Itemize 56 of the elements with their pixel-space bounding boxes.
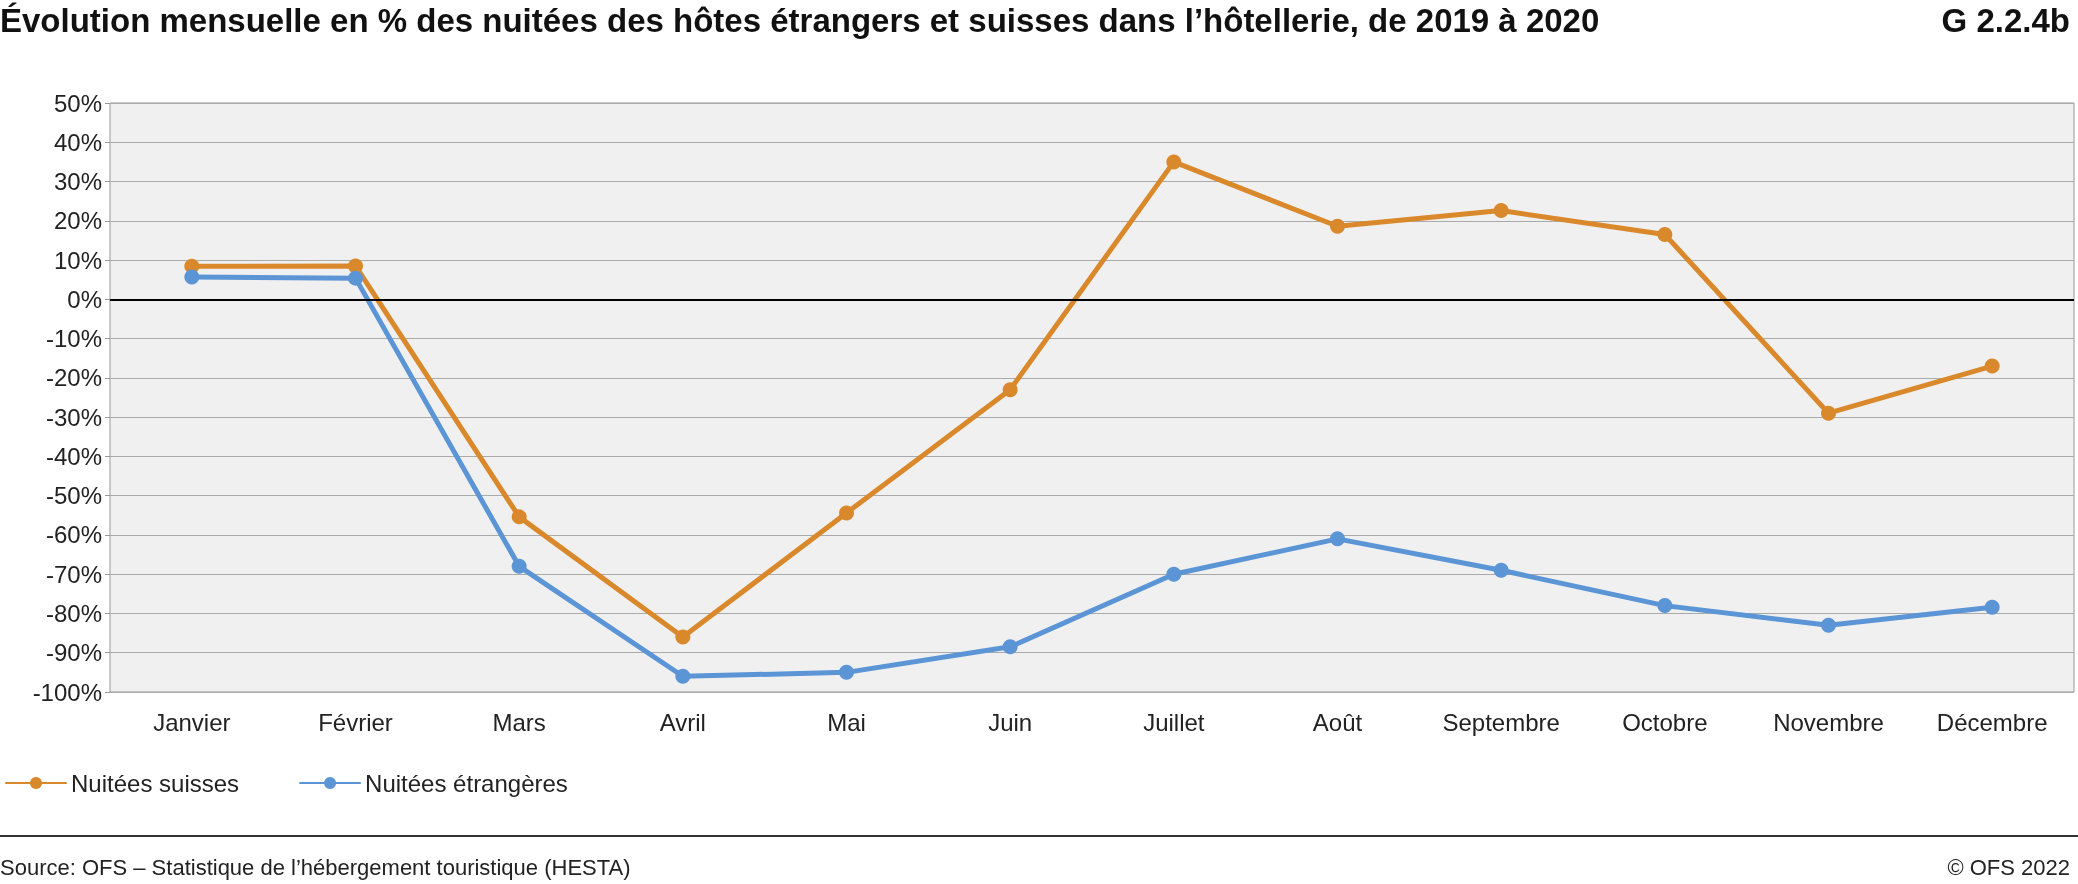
point xyxy=(1821,405,1836,421)
y-tick-label: -30% xyxy=(45,403,102,431)
y-tick-label: 10% xyxy=(53,246,102,274)
y-tick-label: -80% xyxy=(45,599,102,627)
point xyxy=(1002,382,1018,398)
point xyxy=(839,664,854,680)
y-tick-label: -90% xyxy=(45,639,102,667)
x-tick-label: Janvier xyxy=(153,708,231,736)
x-tick-label: Avril xyxy=(659,708,706,736)
point xyxy=(184,269,200,285)
text: © OFS 2022 xyxy=(1947,854,2071,880)
x-tick-label: Décembre xyxy=(1936,708,2048,736)
legend-label: Nuitées suisses xyxy=(71,769,240,797)
y-tick-label: -60% xyxy=(45,521,102,549)
point xyxy=(511,558,527,574)
point xyxy=(1493,203,1509,219)
point xyxy=(511,509,527,525)
y-tick-label: 50% xyxy=(53,89,102,117)
y-tick-label: -10% xyxy=(45,325,102,353)
point xyxy=(675,668,691,684)
x-tick-label: Septembre xyxy=(1442,708,1560,736)
legend-label: Nuitées étrangères xyxy=(365,769,568,797)
point xyxy=(1657,227,1673,243)
point xyxy=(1166,566,1182,582)
point xyxy=(1984,358,2000,374)
point xyxy=(1330,531,1345,547)
point xyxy=(1166,154,1182,170)
point xyxy=(675,629,691,645)
point xyxy=(1821,617,1836,633)
chart-subtitle: G 2.2.4b xyxy=(1941,2,2070,39)
y-tick-label: -40% xyxy=(45,442,102,470)
x-tick-label: Mars xyxy=(492,708,546,736)
y-tick-label: -70% xyxy=(45,560,102,588)
x-tick-label: Février xyxy=(318,708,393,736)
point xyxy=(839,505,854,521)
point xyxy=(1330,218,1345,234)
x-tick-label: Octobre xyxy=(1622,708,1708,736)
y-tick-label: -50% xyxy=(45,482,102,510)
x-tick-label: Juillet xyxy=(1143,708,1205,736)
point xyxy=(1657,598,1673,614)
x-tick-label: Juin xyxy=(988,708,1033,736)
x-tick-label: Novembre xyxy=(1773,708,1884,736)
point xyxy=(1984,599,2000,615)
point xyxy=(1493,562,1509,578)
point xyxy=(348,270,363,286)
y-tick-label: 0% xyxy=(67,285,102,313)
y-tick-label: 30% xyxy=(53,168,102,196)
y-tick-label: -100% xyxy=(32,678,102,706)
chart-title: Évolution mensuelle en % des nuitées des hôtes étrangers et suisses dans l’hôtellerie, de 2019 à 2020 xyxy=(0,2,1600,39)
y-tick-label: -20% xyxy=(45,364,102,392)
x-tick-label: Mai xyxy=(827,708,866,736)
y-tick-label: 20% xyxy=(53,207,102,235)
point xyxy=(1002,639,1018,655)
x-tick-label: Août xyxy=(1312,708,1363,736)
source-note: Source: OFS – Statistique de l’hébergement touristique (HESTA) xyxy=(0,854,631,880)
y-tick-label: 40% xyxy=(53,128,102,156)
